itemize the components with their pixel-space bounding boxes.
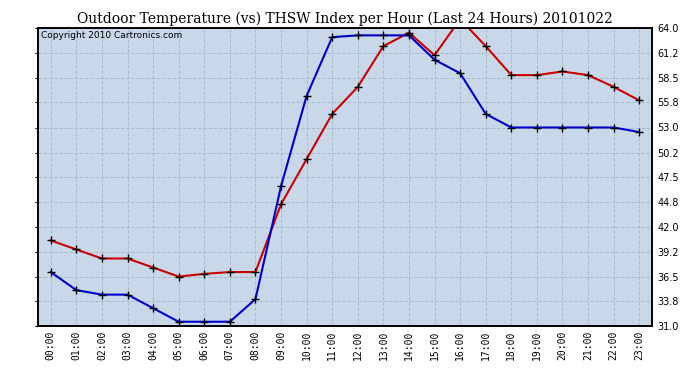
Text: Copyright 2010 Cartronics.com: Copyright 2010 Cartronics.com (41, 31, 182, 40)
Text: Outdoor Temperature (vs) THSW Index per Hour (Last 24 Hours) 20101022: Outdoor Temperature (vs) THSW Index per … (77, 11, 613, 26)
